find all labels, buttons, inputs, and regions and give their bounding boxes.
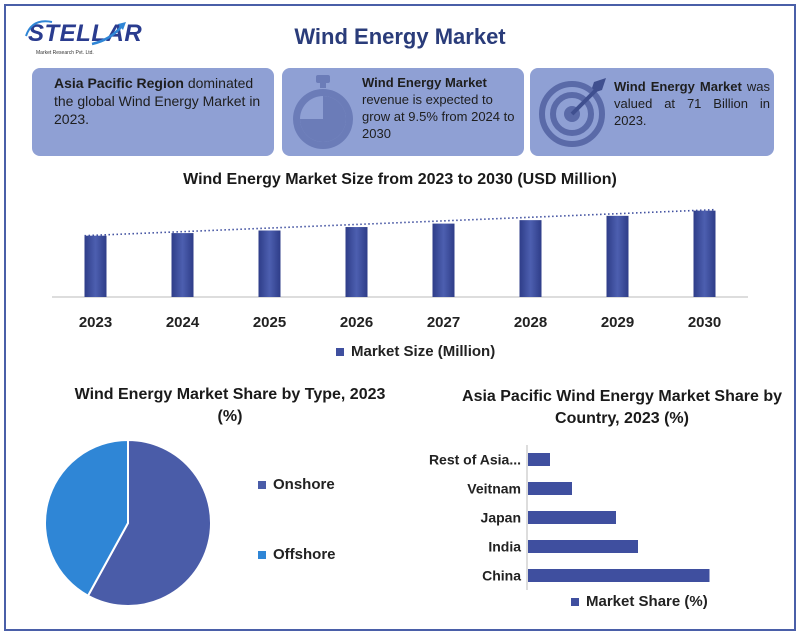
x-tick-label: 2024 [166,314,200,331]
card-text-block: Wind Energy Market was valued at 71 Bill… [614,78,770,129]
country-share-bar-chart: Rest of Asia... Veitnam Japan India China [429,445,710,590]
hbar-india [528,540,638,553]
market-size-bar-chart: 2023 2024 2025 2026 2027 2028 2029 2030 [52,208,748,331]
bar-chart-title: Wind Energy Market Size from 2023 to 203… [183,171,617,188]
pie-legend-onshore: Onshore [258,476,335,493]
stopwatch-icon [293,75,353,149]
logo-arrow-icon [25,20,126,46]
legend-label: Onshore [273,476,335,493]
x-tick-label: 2026 [340,314,373,331]
x-tick-label: 2029 [601,314,634,331]
info-card-growth: Wind Energy Market revenue is expected t… [282,68,524,156]
bar-2026 [345,227,368,297]
bar-chart-legend: Market Size (Million) [336,343,495,360]
card-text-block: Wind Energy Market revenue is expected t… [362,74,518,142]
pie-chart-title: Wind Energy Market Share by Type, 2023 (… [60,384,400,428]
legend-label: Market Share (%) [586,593,708,610]
info-card-value: Wind Energy Market was valued at 71 Bill… [530,68,774,156]
bar-2027 [432,223,455,297]
bar-2030 [693,210,716,297]
pie-legend-offshore: Offshore [258,546,336,563]
card-bold-text: Wind Energy Market [362,75,487,90]
x-tick-label: 2023 [79,314,112,331]
card-text: dominated the global Wind Energy Market … [54,75,261,127]
trend-line [84,208,716,237]
logo-tagline: Market Research Pvt. Ltd. [36,50,94,56]
legend-swatch [258,480,266,489]
pie-slice-offshore [44,438,129,598]
bar-2025 [258,230,281,297]
hbar-title-text: Asia Pacific Wind Energy Market Share by… [462,388,782,427]
y-tick-label: Japan [481,510,521,526]
bar-2024 [171,233,194,297]
y-tick-label: China [482,568,521,584]
hbar-china [528,569,710,582]
pie-title-text: Wind Energy Market Share by Type, 2023 (… [74,386,386,425]
legend-swatch [336,347,344,356]
target-icon [539,78,606,147]
y-tick-label: India [488,539,521,555]
x-tick-label: 2030 [688,314,721,331]
y-tick-label: Veitnam [467,481,521,497]
legend-swatch [258,550,266,559]
x-tick-label: 2028 [514,314,547,331]
legend-label: Offshore [273,546,336,563]
hbar-chart-title: Asia Pacific Wind Energy Market Share by… [460,386,784,430]
x-tick-label: 2025 [253,314,286,331]
card-text: revenue is expected to grow at 9.5% from… [362,92,515,141]
hbar-veitnam [528,482,572,495]
y-tick-label: Rest of Asia... [429,452,521,468]
card-bold-text: Wind Energy Market [614,79,742,94]
card-text: was valued at 71 Billion in 2023. [614,79,770,128]
hbar-japan [528,511,616,524]
hbar-chart-legend: Market Share (%) [571,593,708,610]
type-share-pie-chart [44,438,212,607]
card-bold-text: Asia Pacific Region [54,75,184,91]
legend-swatch [571,597,579,606]
legend-label: Market Size (Million) [351,343,496,360]
pie-slice-onshore [86,438,212,607]
bar-2028 [519,220,542,297]
company-logo: STELLAR Market Research Pvt. Ltd. [22,14,142,62]
page-title: Wind Energy Market [294,24,506,49]
bar-2029 [606,215,629,297]
info-card-region: Asia Pacific Region dominated the global… [32,68,274,156]
x-tick-label: 2027 [427,314,460,331]
hbar-rest-of-asia- [528,453,550,466]
bar-2023 [84,235,107,297]
